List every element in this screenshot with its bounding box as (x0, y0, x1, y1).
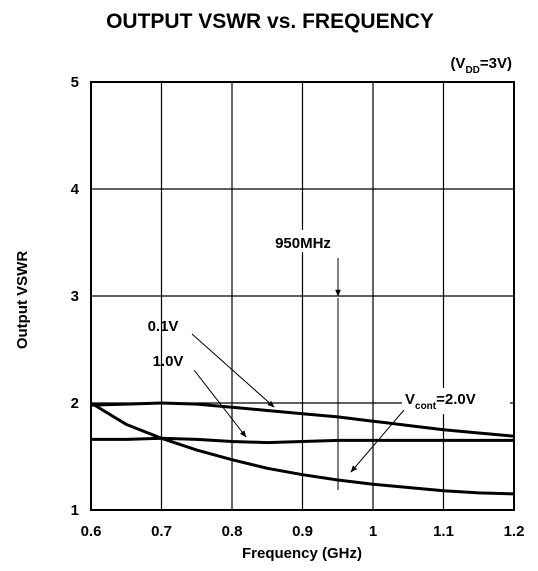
x-tick-label: 0.6 (81, 523, 102, 540)
subtitle-sub: DD (465, 65, 479, 76)
plot-frame (90, 81, 515, 511)
annotation: 950MHz (275, 235, 331, 252)
subtitle-part: (V (450, 55, 465, 72)
x-tick-label: 1.1 (433, 523, 454, 540)
annotation-arrow (350, 409, 405, 473)
subtitle-part: =3V) (480, 55, 512, 72)
series-line (90, 401, 515, 496)
x-tick-label: 1 (369, 523, 377, 540)
x-tick-label: 0.9 (292, 523, 313, 540)
y-tick-label: 4 (71, 181, 80, 198)
x-tick-label: 0.8 (222, 523, 243, 540)
series-label: 0.1V (148, 318, 179, 335)
annotation-arrow (193, 369, 247, 438)
y-tick-label: 2 (71, 395, 79, 412)
chart-title: OUTPUT VSWR vs. FREQUENCY (106, 10, 434, 33)
annotation-sub: cont (415, 401, 437, 412)
subtitle: (VDD=3V) (450, 55, 512, 76)
series-line (90, 401, 515, 438)
annotation-part: V (405, 391, 415, 408)
label-bg (402, 388, 510, 414)
series-label: 1.0V (153, 353, 184, 370)
y-tick-label: 1 (71, 502, 79, 519)
x-tick-label: 1.2 (504, 523, 525, 540)
annotation: Vcont=2.0V (405, 391, 476, 412)
label-bg (262, 230, 344, 252)
y-tick-label: 5 (71, 74, 79, 91)
x-axis-label: Frequency (GHz) (242, 545, 362, 562)
x-tick-label: 0.7 (151, 523, 172, 540)
y-axis-label: Output VSWR (14, 251, 31, 349)
annotation-part: =2.0V (436, 391, 476, 408)
annotation-arrow (191, 333, 275, 408)
y-tick-label: 3 (71, 288, 79, 305)
